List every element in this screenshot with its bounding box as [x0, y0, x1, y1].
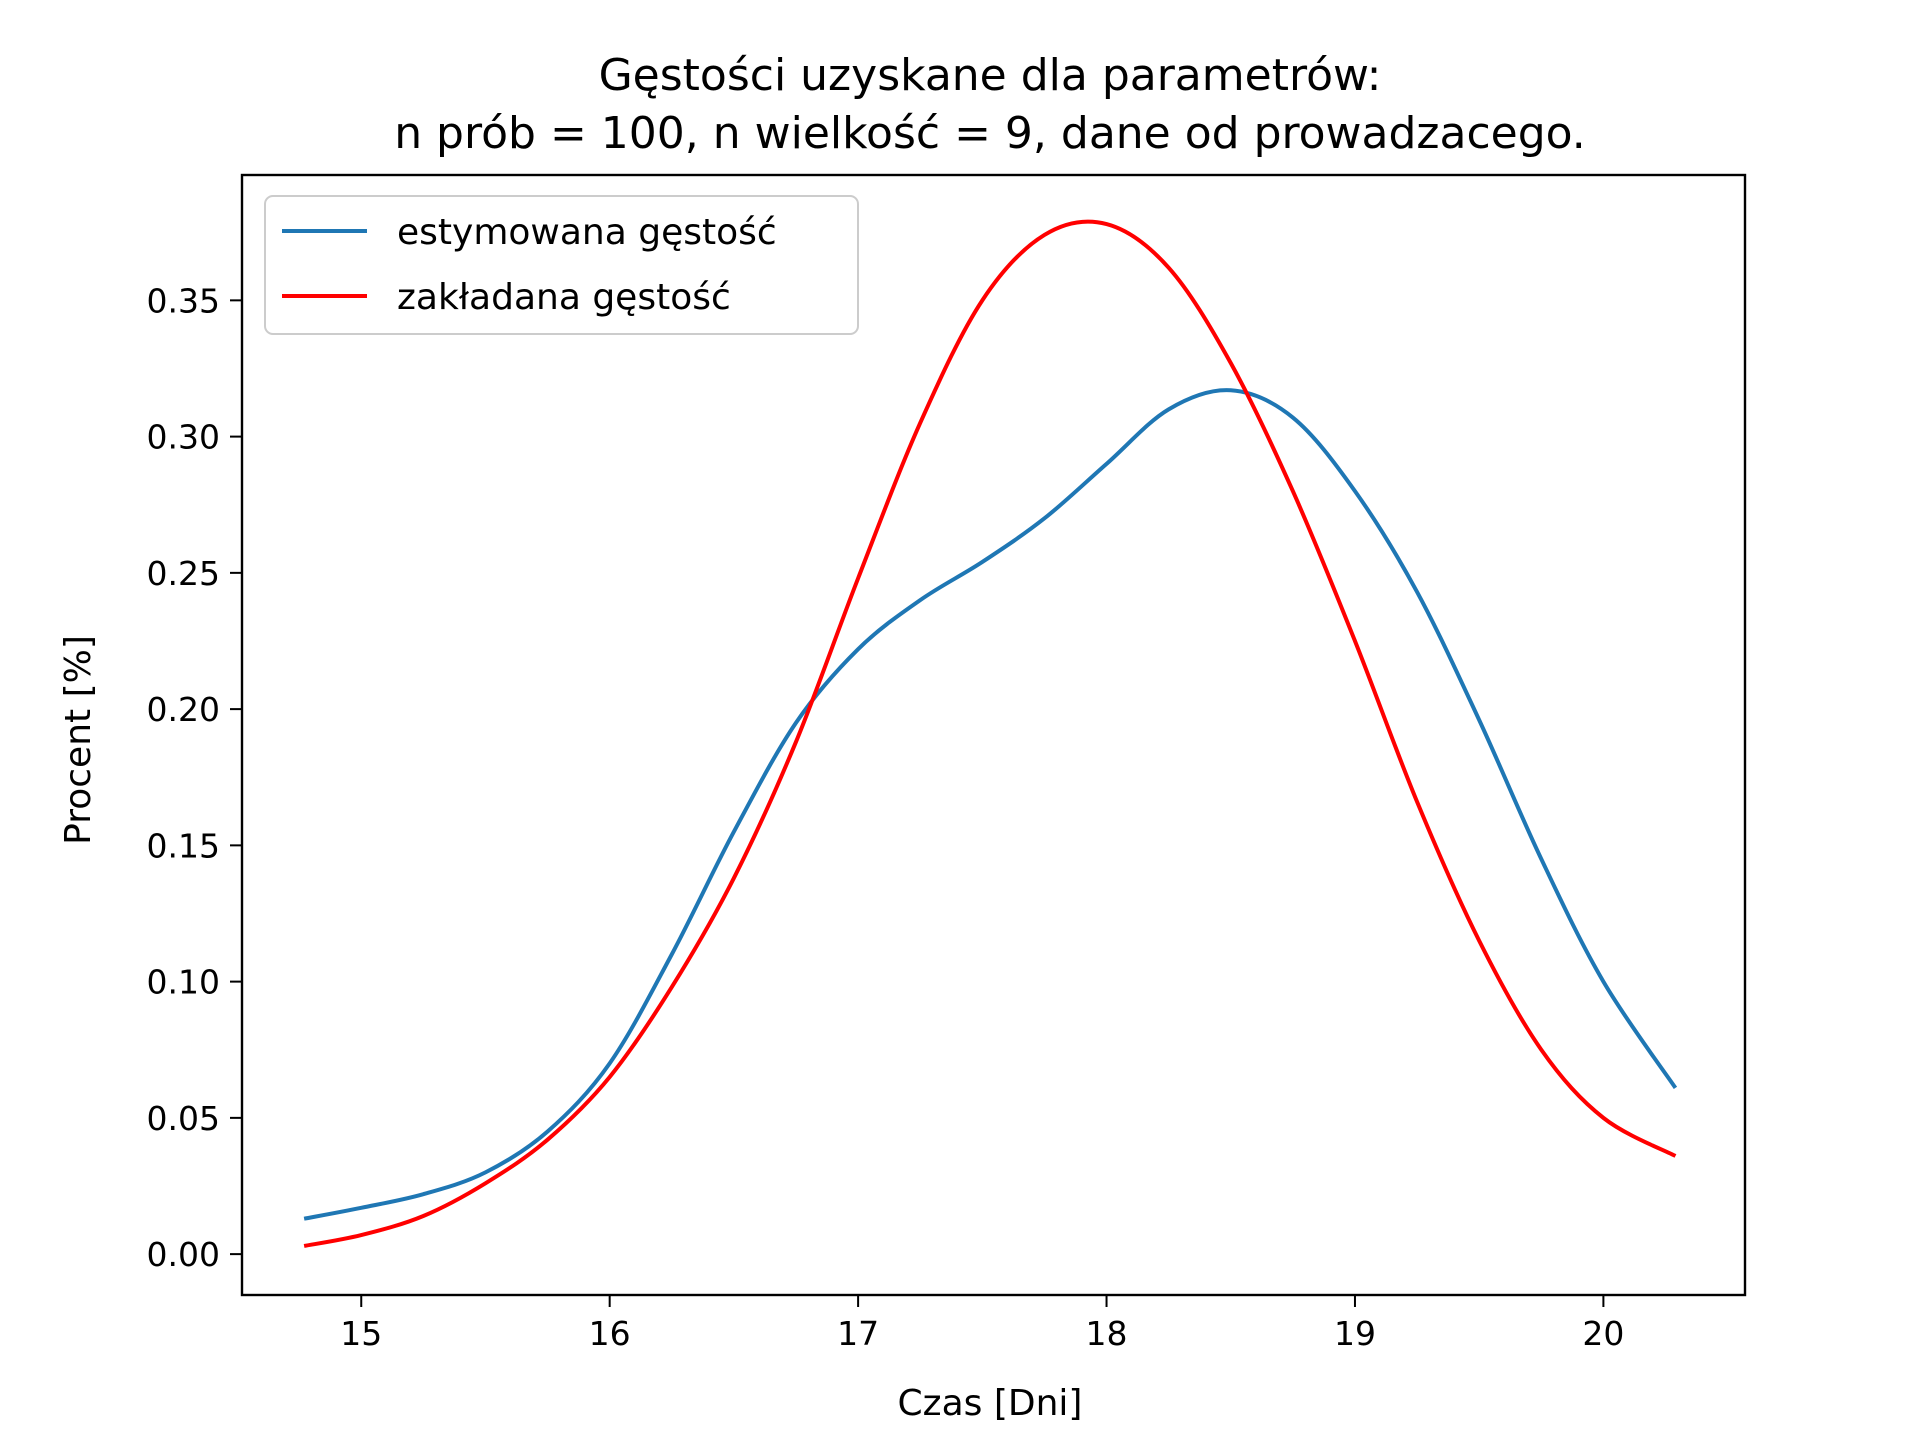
- y-tick-label: 0.20: [147, 690, 220, 729]
- y-axis-label: Procent [%]: [58, 635, 99, 845]
- y-tick-label: 0.25: [147, 554, 220, 593]
- y-tick-label: 0.05: [147, 1099, 220, 1138]
- chart-title-line2: n prób = 100, n wielkość = 9, dane od pr…: [394, 108, 1586, 159]
- x-tick-label: 20: [1582, 1314, 1624, 1353]
- x-tick-label: 18: [1086, 1314, 1128, 1353]
- series-line-zakladana: [303, 219, 1677, 1248]
- x-tick-label: 16: [589, 1314, 631, 1353]
- y-tick-label: 0.35: [147, 281, 220, 320]
- y-tick-label: 0.30: [147, 418, 220, 457]
- y-tick-label: 0.00: [147, 1235, 220, 1274]
- plot-frame: [240, 173, 1747, 1297]
- y-tick-label: 0.15: [147, 826, 220, 865]
- legend-label-zakladana: zakładana gęstość: [397, 277, 731, 318]
- legend-box: [264, 195, 859, 335]
- legend-label-estymowana: estymowana gęstość: [397, 212, 777, 253]
- y-tick-label: 0.10: [147, 963, 220, 1002]
- x-tick-label: 15: [340, 1314, 382, 1353]
- legend: estymowana gęstość zakładana gęstość: [264, 195, 859, 335]
- series-line-estymowana: [303, 388, 1678, 1221]
- x-tick-label: 17: [837, 1314, 879, 1353]
- x-tick-label: 19: [1334, 1314, 1376, 1353]
- x-axis-label: Czas [Dni]: [898, 1383, 1083, 1424]
- chart-title-line1: Gęstości uzyskane dla parametrów:: [599, 50, 1382, 101]
